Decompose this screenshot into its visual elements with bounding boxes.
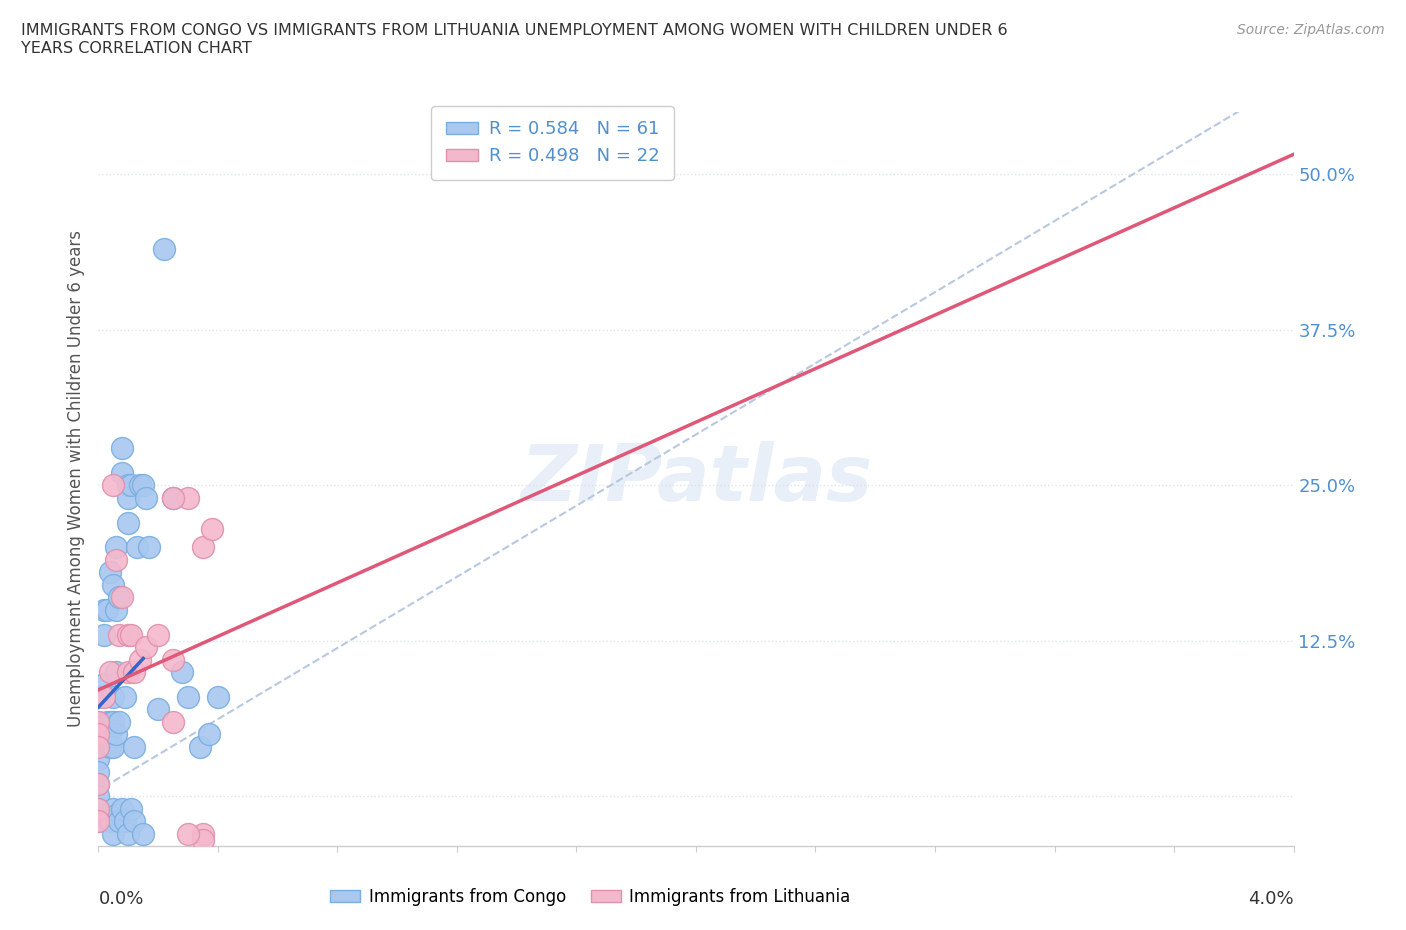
Point [111, 465, 134, 480]
Point [162, 490, 184, 505]
Point [191, 832, 214, 847]
Point [135, 490, 157, 505]
Point [103, 827, 125, 842]
Point [108, 590, 131, 604]
Point [132, 478, 155, 493]
Point [105, 726, 128, 741]
Point [111, 441, 134, 456]
Point [138, 540, 160, 555]
Point [111, 590, 134, 604]
Point [93, 603, 115, 618]
Point [108, 627, 131, 642]
Point [93, 677, 115, 692]
Point [153, 241, 176, 256]
Point [177, 827, 200, 842]
Point [117, 490, 139, 505]
Point [105, 665, 128, 680]
Point [111, 802, 134, 817]
Y-axis label: Unemployment Among Women with Children Under 6 years: Unemployment Among Women with Children U… [66, 231, 84, 727]
Point [127, 540, 149, 555]
Point [98, 665, 122, 680]
Point [207, 689, 229, 704]
Point [93, 627, 115, 642]
Point [103, 478, 125, 493]
Point [87, 802, 110, 817]
Point [87, 726, 110, 741]
Point [117, 478, 139, 493]
Point [114, 689, 136, 704]
Point [87, 777, 110, 791]
Text: IMMIGRANTS FROM CONGO VS IMMIGRANTS FROM LITHUANIA UNEMPLOYMENT AMONG WOMEN WITH: IMMIGRANTS FROM CONGO VS IMMIGRANTS FROM… [21, 23, 1008, 56]
Point [98, 739, 122, 754]
Point [87, 814, 110, 829]
Point [98, 714, 122, 729]
Point [105, 540, 128, 555]
Point [120, 802, 142, 817]
Point [98, 814, 122, 829]
Text: ZIPatlas: ZIPatlas [520, 441, 872, 517]
Point [162, 490, 184, 505]
Point [87, 789, 110, 804]
Point [87, 777, 110, 791]
Point [117, 627, 139, 642]
Point [191, 540, 214, 555]
Point [87, 739, 110, 754]
Point [148, 702, 170, 717]
Point [98, 726, 122, 741]
Point [108, 714, 131, 729]
Point [87, 751, 110, 766]
Point [103, 714, 125, 729]
Point [93, 689, 115, 704]
Point [117, 515, 139, 530]
Text: 0.0%: 0.0% [98, 890, 143, 909]
Text: Source: ZipAtlas.com: Source: ZipAtlas.com [1237, 23, 1385, 37]
Point [120, 627, 142, 642]
Point [105, 552, 128, 567]
Point [172, 665, 194, 680]
Point [96, 603, 118, 618]
Point [103, 739, 125, 754]
Point [87, 802, 110, 817]
Point [103, 578, 125, 592]
Point [198, 726, 221, 741]
Legend: R = 0.584   N = 61, R = 0.498   N = 22: R = 0.584 N = 61, R = 0.498 N = 22 [432, 106, 673, 179]
Point [135, 640, 157, 655]
Point [114, 814, 136, 829]
Point [103, 802, 125, 817]
Point [103, 689, 125, 704]
Point [120, 478, 142, 493]
Point [87, 726, 110, 741]
Point [87, 714, 110, 729]
Point [148, 627, 170, 642]
Point [87, 689, 110, 704]
Point [191, 827, 214, 842]
Point [108, 814, 131, 829]
Point [162, 714, 184, 729]
Point [117, 827, 139, 842]
Point [87, 739, 110, 754]
Text: 4.0%: 4.0% [1249, 890, 1294, 909]
Point [132, 827, 155, 842]
Legend: Immigrants from Congo, Immigrants from Lithuania: Immigrants from Congo, Immigrants from L… [323, 881, 858, 912]
Point [105, 808, 128, 823]
Point [105, 603, 128, 618]
Point [124, 739, 146, 754]
Point [124, 814, 146, 829]
Point [188, 739, 211, 754]
Point [87, 764, 110, 779]
Point [129, 478, 152, 493]
Point [177, 490, 200, 505]
Point [162, 652, 184, 667]
Point [201, 522, 224, 537]
Point [124, 665, 146, 680]
Point [87, 714, 110, 729]
Point [98, 565, 122, 579]
Point [96, 726, 118, 741]
Point [129, 652, 152, 667]
Point [177, 689, 200, 704]
Point [117, 665, 139, 680]
Point [96, 714, 118, 729]
Point [87, 814, 110, 829]
